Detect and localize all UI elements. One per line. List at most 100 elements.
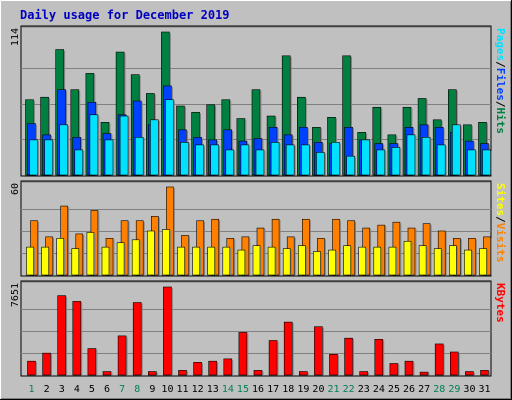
bar-pages-day-3 xyxy=(59,124,69,176)
bar-sites-day-10 xyxy=(162,229,170,276)
bar-sites-day-20 xyxy=(313,251,321,276)
x-tick-label-day-25: 25 xyxy=(388,384,400,395)
x-tick-label-day-6: 6 xyxy=(104,384,110,395)
x-tick-label-day-29: 29 xyxy=(448,384,460,395)
legend-part: Files xyxy=(494,68,507,101)
bar-pages-day-15 xyxy=(240,144,250,176)
bar-sites-day-3 xyxy=(56,238,65,276)
bar-kbytes-day-16 xyxy=(253,370,263,376)
legend-part: Pages xyxy=(494,28,507,61)
bar-pages-day-18 xyxy=(285,144,295,176)
bar-kbytes-day-3 xyxy=(57,295,67,376)
bar-kbytes-day-1 xyxy=(27,360,36,376)
x-tick-label-day-13: 13 xyxy=(207,384,219,395)
bar-kbytes-day-12 xyxy=(193,362,202,376)
bar-sites-day-31 xyxy=(479,248,487,276)
bar-sites-day-27 xyxy=(418,245,427,276)
bar-kbytes-day-27 xyxy=(419,371,429,376)
bar-pages-day-10 xyxy=(165,99,174,176)
bar-kbytes-day-25 xyxy=(389,363,399,376)
bar-kbytes-day-6 xyxy=(102,371,112,376)
x-tick-label-day-20: 20 xyxy=(312,384,324,395)
bar-sites-day-7 xyxy=(116,242,125,276)
bar-sites-day-6 xyxy=(101,246,110,276)
bar-kbytes-day-9 xyxy=(148,371,157,376)
bar-pages-day-29 xyxy=(451,124,461,176)
bar-sites-day-4 xyxy=(71,248,80,276)
legend-part: / xyxy=(494,216,507,223)
bar-pages-day-8 xyxy=(134,137,144,176)
x-tick-label-day-24: 24 xyxy=(373,384,385,395)
y-max-label-kbytes: 7651 xyxy=(10,283,21,307)
x-tick-label-day-19: 19 xyxy=(297,384,309,395)
x-tick-label-day-1: 1 xyxy=(29,384,35,395)
x-tick-label-day-17: 17 xyxy=(267,384,279,395)
y-legend-label-pages-files-hits: Pages/Files/Hits xyxy=(494,28,507,134)
x-tick-label-day-23: 23 xyxy=(358,384,370,395)
bar-sites-day-8 xyxy=(131,239,140,276)
bar-kbytes-day-22 xyxy=(344,337,353,376)
bar-pages-day-4 xyxy=(74,149,84,176)
bar-sites-day-2 xyxy=(41,246,49,276)
bar-kbytes-day-13 xyxy=(208,360,217,376)
bar-pages-day-22 xyxy=(346,155,355,176)
panel-visits-sites: 60 Sites/Visits xyxy=(10,180,507,277)
bar-sites-day-19 xyxy=(297,245,306,276)
bar-kbytes-day-19 xyxy=(298,371,308,376)
x-tick-label-day-21: 21 xyxy=(328,384,340,395)
bar-pages-day-24 xyxy=(376,149,386,176)
bar-kbytes-day-7 xyxy=(117,335,127,376)
x-tick-label-day-2: 2 xyxy=(44,384,50,395)
bar-kbytes-day-4 xyxy=(72,301,82,376)
panel-kbytes: 7651 KBytes xyxy=(10,280,507,377)
bar-kbytes-day-10 xyxy=(163,286,172,376)
bar-kbytes-day-26 xyxy=(404,360,414,376)
bar-kbytes-day-23 xyxy=(359,371,369,376)
bar-kbytes-day-28 xyxy=(434,343,444,376)
legend-part: Hits xyxy=(494,108,507,135)
x-tick-label-day-27: 27 xyxy=(418,384,430,395)
bar-pages-day-26 xyxy=(406,134,416,176)
bar-sites-day-22 xyxy=(343,245,351,276)
x-tick-label-day-26: 26 xyxy=(403,384,415,395)
bar-sites-day-28 xyxy=(433,248,442,276)
bar-pages-day-6 xyxy=(104,139,114,176)
x-tick-label-day-15: 15 xyxy=(237,384,249,395)
x-tick-label-day-14: 14 xyxy=(222,384,234,395)
y-legend-label-visits-sites: Sites/Visits xyxy=(494,183,507,263)
bar-kbytes-day-11 xyxy=(178,370,187,376)
bar-pages-day-9 xyxy=(150,119,159,176)
x-tick-label-day-16: 16 xyxy=(252,384,264,395)
bar-pages-day-1 xyxy=(29,139,38,176)
y-legend-label-kbytes: KBytes xyxy=(494,283,507,323)
bar-pages-day-7 xyxy=(119,115,129,176)
bar-kbytes-day-2 xyxy=(42,352,51,376)
bar-sites-day-18 xyxy=(282,248,291,276)
y-max-label-pages-files-hits: 114 xyxy=(10,28,21,46)
bar-kbytes-day-15 xyxy=(238,332,248,376)
x-tick-label-day-7: 7 xyxy=(119,384,125,395)
bar-kbytes-day-29 xyxy=(449,351,459,376)
x-tick-label-day-8: 8 xyxy=(134,384,140,395)
bar-pages-day-30 xyxy=(467,149,476,176)
bar-sites-day-25 xyxy=(388,246,397,276)
bar-kbytes-day-24 xyxy=(374,339,384,376)
bar-kbytes-day-20 xyxy=(314,326,323,376)
x-tick-label-day-11: 11 xyxy=(177,384,189,395)
bar-sites-day-29 xyxy=(448,245,457,276)
bar-kbytes-day-30 xyxy=(465,371,474,376)
x-tick-label-day-28: 28 xyxy=(433,384,445,395)
bar-kbytes-day-21 xyxy=(329,353,338,376)
bar-sites-day-9 xyxy=(147,230,155,276)
bar-pages-day-19 xyxy=(300,144,310,176)
legend-part: / xyxy=(494,101,507,108)
bar-pages-day-17 xyxy=(270,142,280,176)
bar-pages-day-25 xyxy=(391,147,401,176)
panel-pages-files-hits: 114 Pages/Files/Hits xyxy=(10,25,507,177)
bar-sites-day-17 xyxy=(267,246,276,276)
legend-part: / xyxy=(494,61,507,68)
bar-sites-day-24 xyxy=(373,246,382,276)
bar-pages-day-12 xyxy=(195,144,204,176)
